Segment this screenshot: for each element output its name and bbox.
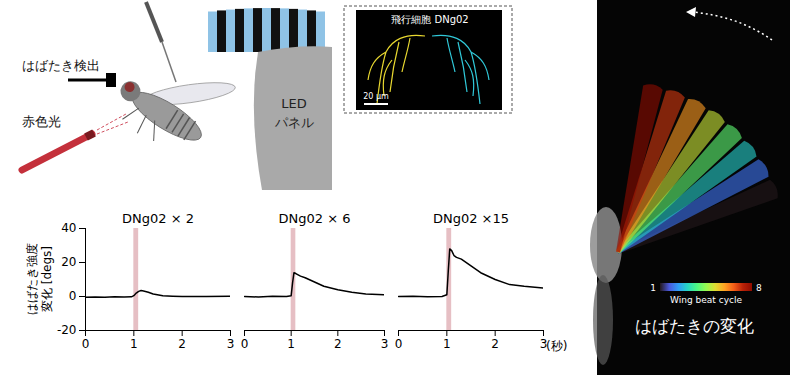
svg-text:2: 2	[491, 337, 499, 351]
svg-text:DNg02 × 2: DNg02 × 2	[122, 211, 194, 226]
svg-text:飛行細胞 DNg02: 飛行細胞 DNg02	[391, 14, 468, 25]
svg-text:パネル: パネル	[274, 115, 314, 130]
svg-text:DNg02 ×15: DNg02 ×15	[433, 211, 509, 226]
svg-text:LED: LED	[281, 96, 306, 111]
svg-text:はばたき検出: はばたき検出	[22, 58, 100, 73]
svg-text:-20: -20	[57, 323, 77, 337]
svg-text:はばたきの変化: はばたきの変化	[635, 316, 754, 336]
svg-text:Wing beat cycle: Wing beat cycle	[670, 295, 742, 305]
svg-text:0: 0	[69, 289, 77, 303]
html-text:(秒): (秒)	[546, 339, 568, 353]
svg-text:1: 1	[287, 337, 295, 351]
svg-text:0: 0	[82, 337, 90, 351]
svg-text:3: 3	[227, 337, 235, 351]
svg-text:1: 1	[130, 337, 138, 351]
svg-text:20: 20	[61, 255, 76, 269]
svg-text:0: 0	[395, 337, 403, 351]
svg-text:3: 3	[539, 337, 548, 351]
svg-text:0: 0	[241, 337, 249, 351]
svg-text:2: 2	[178, 337, 186, 351]
svg-text:赤色光: 赤色光	[22, 114, 61, 129]
svg-text:1: 1	[443, 337, 451, 351]
html-text:はばたき強度: はばたき強度	[25, 243, 39, 315]
svg-text:20 µm: 20 µm	[363, 92, 389, 101]
svg-text:8: 8	[756, 283, 762, 293]
svg-text:40: 40	[61, 221, 76, 235]
svg-text:DNg02 × 6: DNg02 × 6	[279, 211, 351, 226]
html-text:変化 [degs]: 変化 [degs]	[40, 246, 54, 312]
svg-text:3: 3	[381, 337, 389, 351]
svg-text:2: 2	[334, 337, 342, 351]
svg-text:1: 1	[650, 283, 656, 293]
